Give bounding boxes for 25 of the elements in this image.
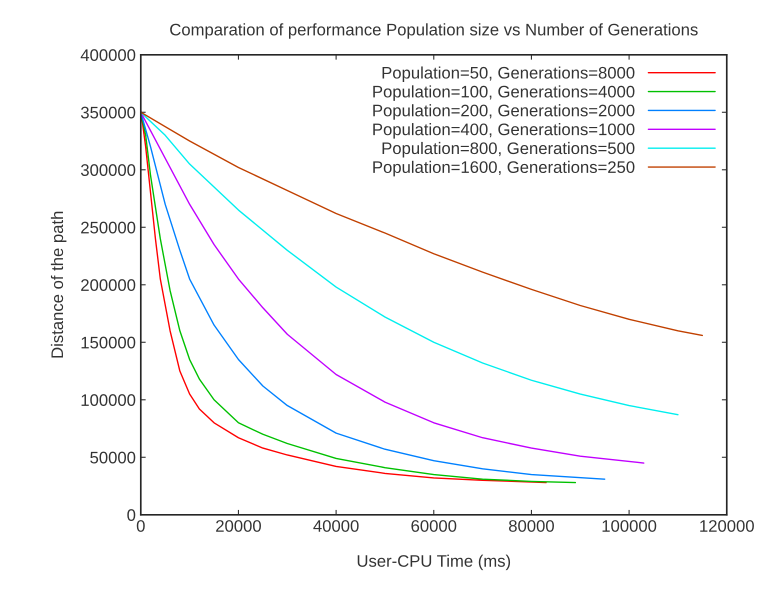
legend-label: Population=400, Generations=1000 xyxy=(373,123,634,139)
chart-title: Comparation of performance Population size vs Number of Generations xyxy=(170,23,698,39)
legend-label: Population=50, Generations=8000 xyxy=(382,66,634,82)
y-tick-label: 150000 xyxy=(82,336,136,348)
x-tick-label: 0 xyxy=(136,520,145,532)
x-tick-label: 40000 xyxy=(313,520,359,532)
legend-label: Population=200, Generations=2000 xyxy=(373,104,634,120)
y-axis-title: Distance of the path xyxy=(50,212,66,358)
x-tick-label: 120000 xyxy=(700,520,754,532)
y-tick-label: 400000 xyxy=(80,49,136,61)
x-tick-label: 80000 xyxy=(508,520,554,532)
x-tick-label: 100000 xyxy=(602,520,656,532)
y-tick-label: 0 xyxy=(127,509,136,521)
y-tick-label: 350000 xyxy=(80,106,136,118)
y-tick-label: 200000 xyxy=(81,279,136,291)
y-tick-label: 250000 xyxy=(81,222,136,234)
y-tick-label: 50000 xyxy=(90,452,136,464)
x-axis-title: User-CPU Time (ms) xyxy=(358,554,510,570)
y-tick-label: 100000 xyxy=(82,394,136,406)
legend-label: Population=1600, Generations=250 xyxy=(373,160,634,176)
x-tick-label: 60000 xyxy=(411,520,456,532)
legend-label: Population=100, Generations=4000 xyxy=(373,85,634,101)
x-tick-label: 20000 xyxy=(216,520,261,532)
y-tick-label: 300000 xyxy=(80,164,136,176)
legend-label: Population=800, Generations=500 xyxy=(382,142,634,158)
